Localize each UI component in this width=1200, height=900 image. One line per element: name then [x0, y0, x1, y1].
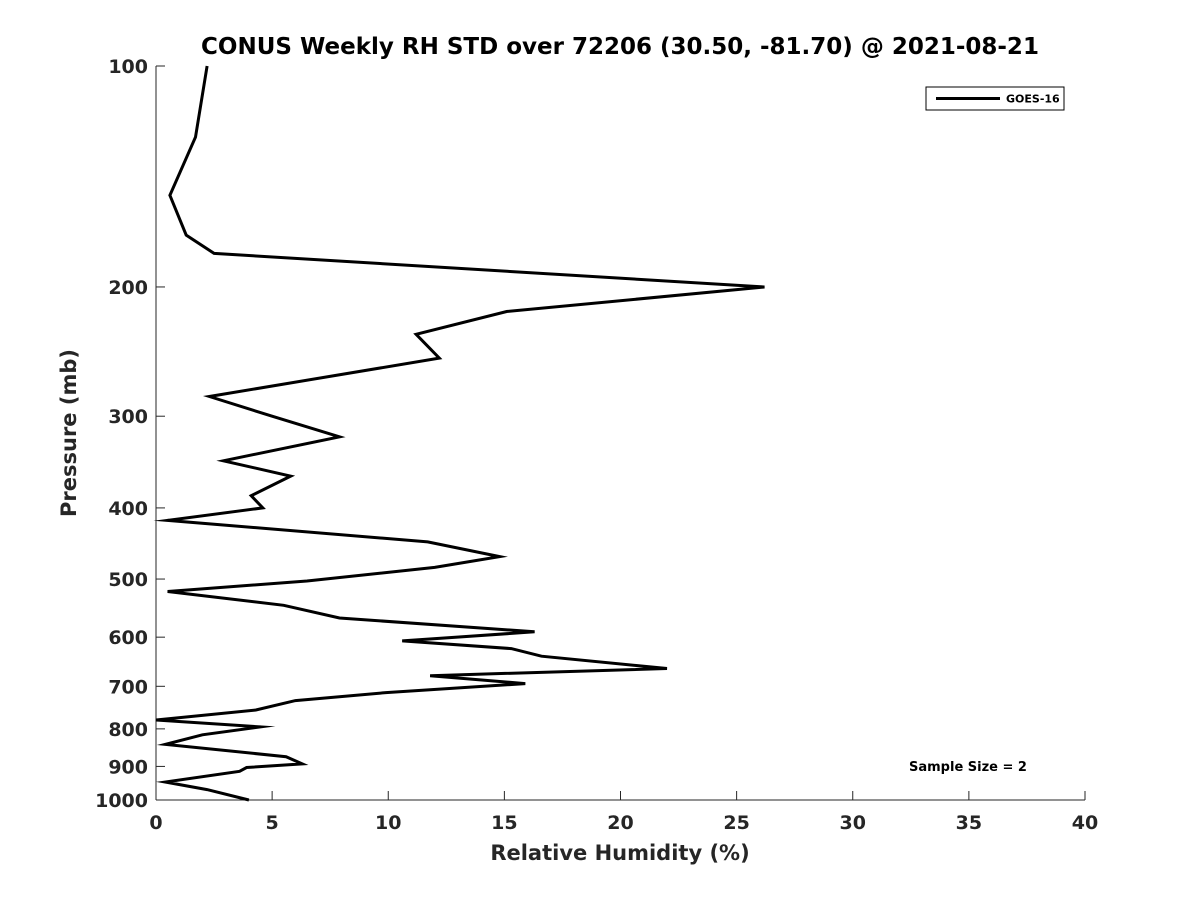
y-tick-label: 300 [108, 406, 148, 428]
legend: GOES-16 [925, 86, 1065, 111]
x-tick-label: 35 [956, 812, 982, 834]
y-axis-ticks: 100 200 300 400 500 600 700 800 900 1000 [95, 56, 165, 812]
series-line-goes-16 [153, 65, 765, 802]
x-tick-label: 5 [266, 812, 279, 834]
x-tick-label: 25 [723, 812, 749, 834]
y-tick-label: 900 [108, 756, 148, 778]
y-axis-label: Pressure (mb) [57, 349, 81, 517]
x-tick-label: 0 [149, 812, 162, 834]
legend-label-goes-16: GOES-16 [1006, 93, 1060, 106]
y-tick-label: 400 [108, 498, 148, 520]
x-axis-label: Relative Humidity (%) [490, 841, 749, 865]
y-tick-label: 200 [108, 277, 148, 299]
y-tick-label: 500 [108, 569, 148, 591]
x-tick-label: 20 [607, 812, 633, 834]
x-tick-label: 40 [1072, 812, 1098, 834]
chart-title: CONUS Weekly RH STD over 72206 (30.50, -… [201, 34, 1039, 60]
x-tick-label: 10 [375, 812, 401, 834]
y-tick-label: 800 [108, 719, 148, 741]
y-tick-label: 100 [108, 56, 148, 78]
y-tick-label: 700 [108, 676, 148, 698]
y-tick-label: 1000 [95, 790, 148, 812]
plot-area [156, 66, 1085, 800]
y-tick-label: 600 [108, 627, 148, 649]
x-tick-label: 30 [840, 812, 866, 834]
sample-size-annotation: Sample Size = 2 [909, 760, 1027, 775]
x-axis-ticks: 0 5 10 15 20 25 30 35 40 [149, 791, 1098, 834]
x-tick-label: 15 [491, 812, 517, 834]
series-layer [153, 65, 765, 802]
